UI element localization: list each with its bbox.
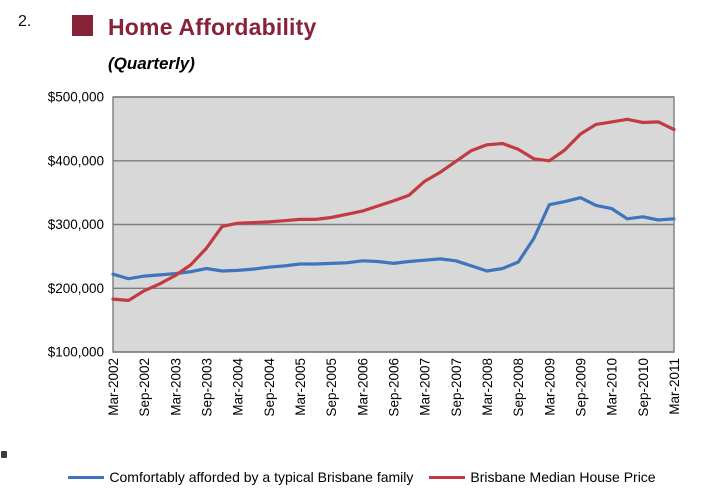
x-tick-label: Sep-2003 [200,358,215,417]
chart-subtitle: (Quarterly) [108,54,195,73]
legend-label-affordable: Comfortably afforded by a typical Brisba… [109,469,414,485]
x-tick-label: Mar-2009 [542,358,557,416]
affordable-line-swatch-icon [68,475,105,479]
x-tick-label: Sep-2002 [137,358,152,417]
x-tick-label: Mar-2007 [418,358,433,416]
y-tick-label: $100,000 [48,345,104,360]
section-bullet-square-icon [72,15,93,36]
chart-canvas: $100,000 $200,000 $300,000 $400,000 $500,000… [48,90,682,417]
legend-item-affordable: Comfortably afforded by a typical Brisba… [68,469,413,485]
x-tick-label: Mar-2002 [106,358,121,416]
x-tick-label: Mar-2005 [293,358,308,416]
x-tick-label: Sep-2010 [636,358,651,417]
y-tick-label: $500,000 [48,90,104,105]
page-edge-artifact [1,451,7,458]
chart-legend: Comfortably afforded by a typical Brisba… [0,469,724,485]
median-line-swatch-icon [429,475,466,479]
x-tick-label: Mar-2008 [480,358,495,416]
home-affordability-chart: $100,000 $200,000 $300,000 $400,000 $500,000… [48,90,682,417]
x-tick-label: Sep-2004 [262,358,277,417]
x-tick-label: Sep-2005 [324,358,339,417]
x-tick-label: Mar-2011 [667,358,682,415]
plot-border [112,96,675,353]
series-line-0 [111,196,676,281]
series-line-1 [111,117,676,302]
x-tick-label: Mar-2004 [231,358,246,416]
y-tick-label: $400,000 [48,153,104,168]
x-tick-label: Mar-2003 [168,358,183,416]
legend-label-median: Brisbane Median House Price [470,469,656,485]
legend-item-median: Brisbane Median House Price [429,469,656,485]
y-tick-label: $200,000 [48,281,104,296]
x-tick-label: Mar-2006 [355,358,370,416]
x-tick-label: Sep-2006 [387,358,402,417]
page-title: Home Affordability [108,14,317,40]
x-tick-label: Sep-2008 [511,358,526,417]
x-tick-label: Mar-2010 [605,358,620,416]
x-tick-label: Sep-2009 [574,358,589,417]
item-number: 2. [18,13,32,30]
y-tick-label: $300,000 [48,217,104,232]
x-tick-label: Sep-2007 [449,358,464,417]
